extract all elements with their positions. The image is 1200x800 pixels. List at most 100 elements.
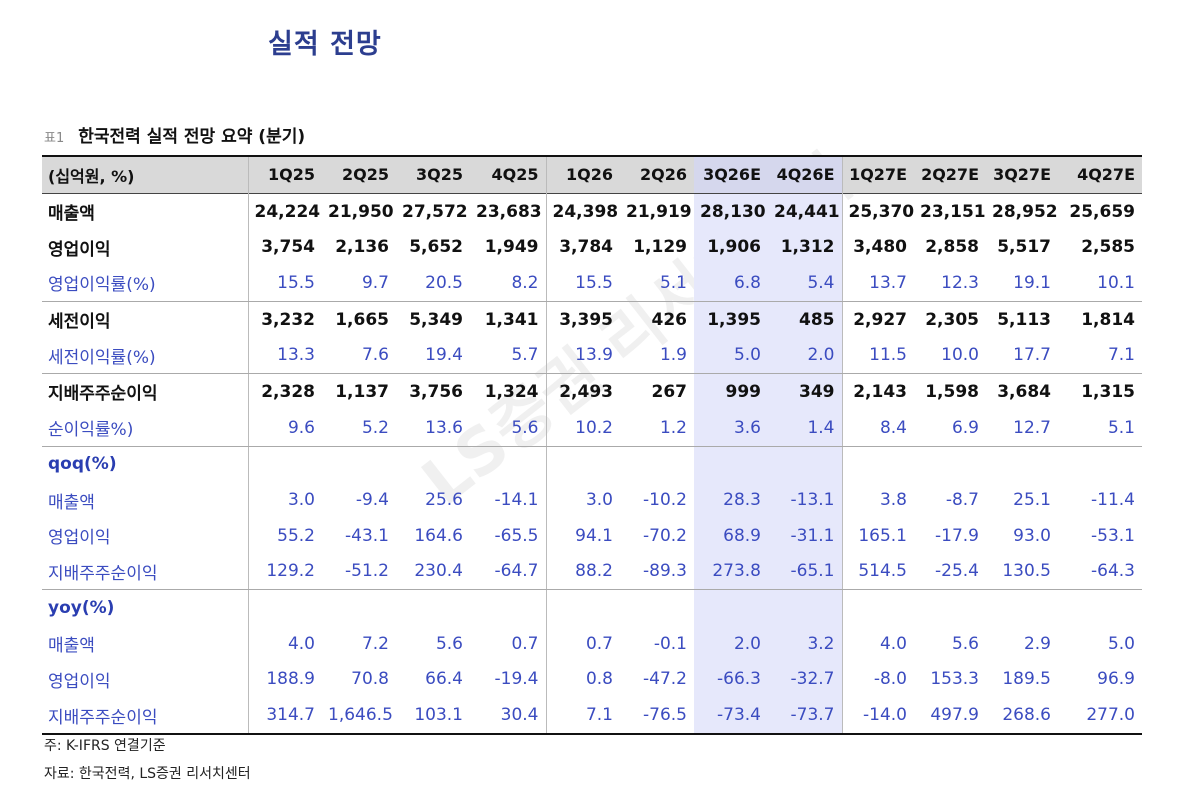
table-cell: 17.7	[986, 337, 1058, 375]
table-cell: -66.3	[694, 661, 768, 698]
col-header: 3Q27E	[986, 156, 1058, 194]
table-cell: 2,927	[841, 301, 914, 338]
table-cell	[470, 590, 546, 626]
col-header: 1Q25	[247, 156, 322, 194]
table-cell: -13.1	[768, 482, 842, 518]
table-cell: 94.1	[545, 517, 620, 554]
table-cell	[914, 590, 986, 626]
table-cell: 1,312	[768, 229, 842, 266]
table-cell: 20.5	[396, 265, 470, 302]
row-label: 지배주주순이익	[42, 553, 248, 591]
table-cell: 999	[694, 373, 768, 410]
table-cell	[841, 446, 914, 483]
table-cell	[396, 590, 470, 626]
table-cell: 1,137	[335, 381, 389, 402]
col-header: 2Q25	[322, 156, 396, 194]
table-cell: 1,906	[694, 229, 768, 266]
table-cell: 0.7	[511, 633, 539, 654]
table-cell	[620, 590, 694, 626]
table-cell: 1,665	[335, 309, 389, 330]
table-cell: 15.5	[545, 265, 620, 302]
table-cell: 1.2	[620, 409, 694, 447]
table-cell: 277.0	[1058, 697, 1142, 735]
row-yoy-operating-profit: 영업이익 188.9 70.8 66.4 -19.4 0.8 -47.2 -66.3 -32.7…	[42, 661, 1142, 698]
table-cell: 66.4	[425, 669, 463, 690]
table-cell: -11.4	[1091, 490, 1135, 511]
row-label: 순이익률%)	[42, 409, 248, 447]
table-cell	[470, 446, 546, 482]
table-cell: 6.8	[694, 265, 768, 302]
table-cell: 349	[768, 373, 842, 410]
table-cell	[768, 446, 842, 483]
row-label: 세전이익률(%)	[42, 337, 248, 375]
table-cell: 230.4	[396, 553, 470, 591]
table-cell: 1,949	[484, 237, 539, 258]
table-cell: 165.1	[841, 517, 914, 554]
row-label: 지배주주순이익	[42, 697, 248, 735]
table-cell: 3.0	[247, 482, 322, 518]
table-cell: 21,919	[626, 201, 692, 222]
table-cell: 7.6	[322, 337, 396, 375]
table-cell	[914, 446, 986, 482]
table-cell: 68.9	[694, 517, 768, 554]
earnings-table: (십억원, %) 1Q25 2Q25 3Q25 4Q25 1Q26 2Q26 3…	[42, 155, 1142, 735]
table-cell: -73.7	[768, 697, 842, 735]
row-label: 영업이익	[48, 239, 111, 260]
table-cell	[694, 589, 768, 626]
table-cell: 8.4	[841, 409, 914, 447]
table-cell: 5.1	[1058, 409, 1142, 447]
row-label: 세전이익	[48, 312, 111, 333]
table-cell: 10.2	[545, 409, 620, 447]
table-cell: 189.5	[1002, 669, 1051, 690]
table-cell: 129.2	[247, 553, 322, 591]
row-qoq-header: qoq(%)	[42, 446, 1142, 483]
row-operating-profit: 영업이익 3,754 2,136 5,652 1,949 3,784 1,129 1,906 1…	[42, 229, 1142, 266]
table-cell: -19.4	[494, 669, 539, 690]
table-cell: -8.0	[841, 661, 914, 698]
table-cell: -0.1	[653, 633, 687, 654]
table-cell: 5.2	[322, 409, 396, 447]
col-header: 3Q25	[396, 156, 470, 194]
table-cell: -65.1	[768, 553, 842, 591]
table-cell: 27,572	[402, 201, 468, 222]
table-cell: 30.4	[470, 697, 546, 735]
table-cell: 426	[651, 309, 688, 330]
row-yoy-header: yoy(%)	[42, 589, 1142, 626]
table-cell: -8.7	[945, 490, 979, 511]
table-cell: 9.6	[247, 409, 322, 447]
table-cell	[768, 589, 842, 626]
table-cell: 96.9	[1097, 669, 1135, 690]
table-cell: 7.2	[361, 633, 389, 654]
table-cell: 13.3	[247, 337, 322, 375]
table-cell: 103.1	[396, 697, 470, 735]
table-cell: 5,113	[997, 309, 1051, 330]
row-label: 매출액	[48, 204, 95, 225]
footnote-source: 자료: 한국전력, LS증권 리서치센터	[44, 766, 251, 782]
table-cell: 5.7	[470, 337, 546, 375]
col-header: 4Q26E	[768, 156, 842, 194]
unit-label: (십억원, %)	[42, 156, 248, 194]
table-cell	[322, 446, 396, 482]
table-cell: 497.9	[914, 697, 986, 735]
table-cell: 5.0	[694, 337, 768, 375]
table-cell: 1,814	[1081, 309, 1135, 330]
table-cell: 164.6	[414, 525, 463, 546]
table-cell: 1,315	[1081, 381, 1135, 402]
row-yoy-net-income: 지배주주순이익 314.7 1,646.5 103.1 30.4 7.1 -76.5 -73.…	[42, 697, 1142, 735]
table-cell: 3,754	[247, 229, 322, 266]
table-cell: 4.0	[841, 625, 914, 662]
table-cell: 5,652	[409, 237, 463, 258]
table-cell: 13.7	[841, 265, 914, 302]
table-cell	[545, 446, 620, 483]
table-cell: 1,324	[484, 381, 539, 402]
table-cell: 2,585	[1081, 237, 1135, 258]
table-cell: -73.4	[694, 697, 768, 735]
table-cell: 21,950	[328, 201, 394, 222]
table-cell: 3,232	[247, 301, 322, 338]
row-revenue: 매출액 24,224 21,950 27,572 23,683 24,398 21,919 2…	[42, 193, 1142, 230]
table-cell: 2,305	[925, 309, 979, 330]
table-cell	[396, 446, 470, 482]
table-cell	[545, 589, 620, 626]
table-cell: 23,151	[920, 201, 986, 222]
table-cell: 4.0	[247, 625, 322, 662]
